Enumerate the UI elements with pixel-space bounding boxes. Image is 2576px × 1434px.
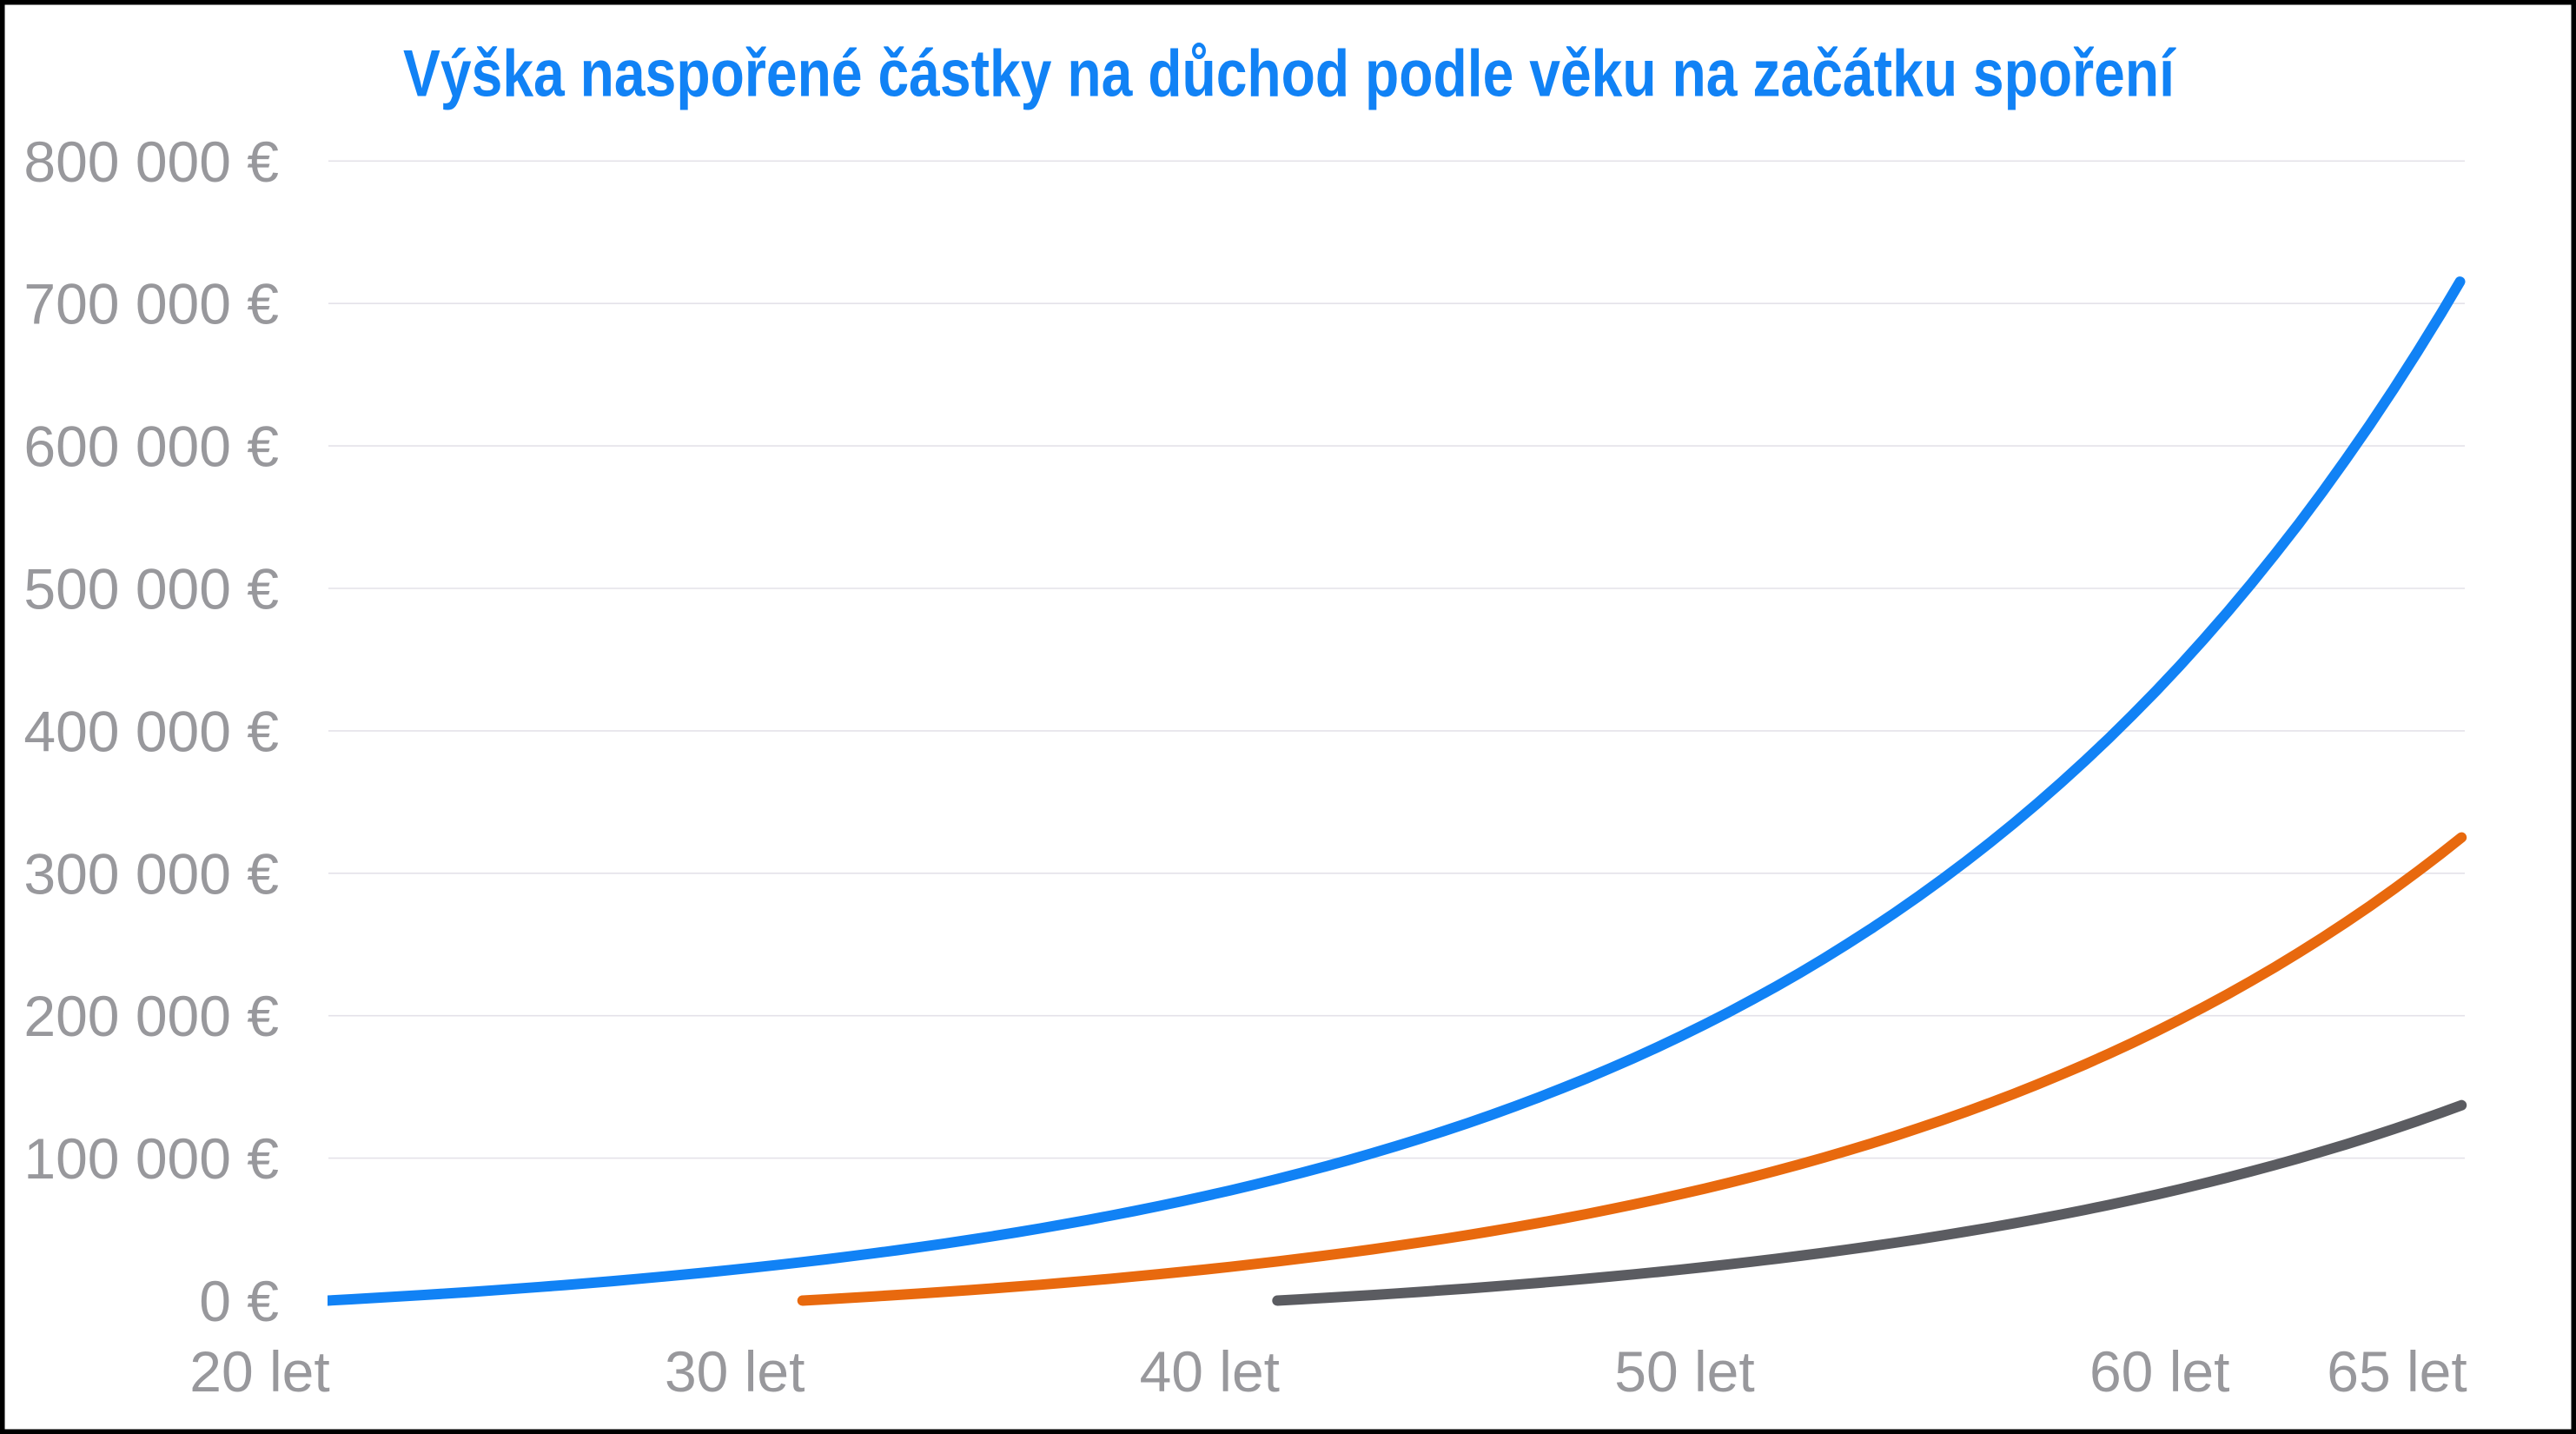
svg-text:0 €: 0 € [199, 1269, 279, 1333]
svg-text:65 let: 65 let [2327, 1339, 2467, 1404]
svg-text:100 000 €: 100 000 € [23, 1126, 279, 1191]
svg-text:40 let: 40 let [1140, 1339, 1280, 1404]
svg-text:500 000 €: 500 000 € [23, 557, 279, 621]
svg-text:50 let: 50 let [1614, 1339, 1754, 1404]
svg-text:60 let: 60 let [2089, 1339, 2229, 1404]
svg-text:700 000 €: 700 000 € [23, 272, 279, 336]
svg-text:400 000 €: 400 000 € [23, 699, 279, 763]
svg-text:300 000 €: 300 000 € [23, 841, 279, 906]
svg-text:600 000 €: 600 000 € [23, 415, 279, 479]
svg-text:20 let: 20 let [189, 1339, 329, 1404]
svg-text:200 000 €: 200 000 € [23, 984, 279, 1048]
svg-text:30 let: 30 let [665, 1339, 805, 1404]
svg-text:800 000 €: 800 000 € [23, 129, 279, 194]
svg-text:Výška naspořené částky na důch: Výška naspořené částky na důchod podle v… [403, 37, 2176, 111]
